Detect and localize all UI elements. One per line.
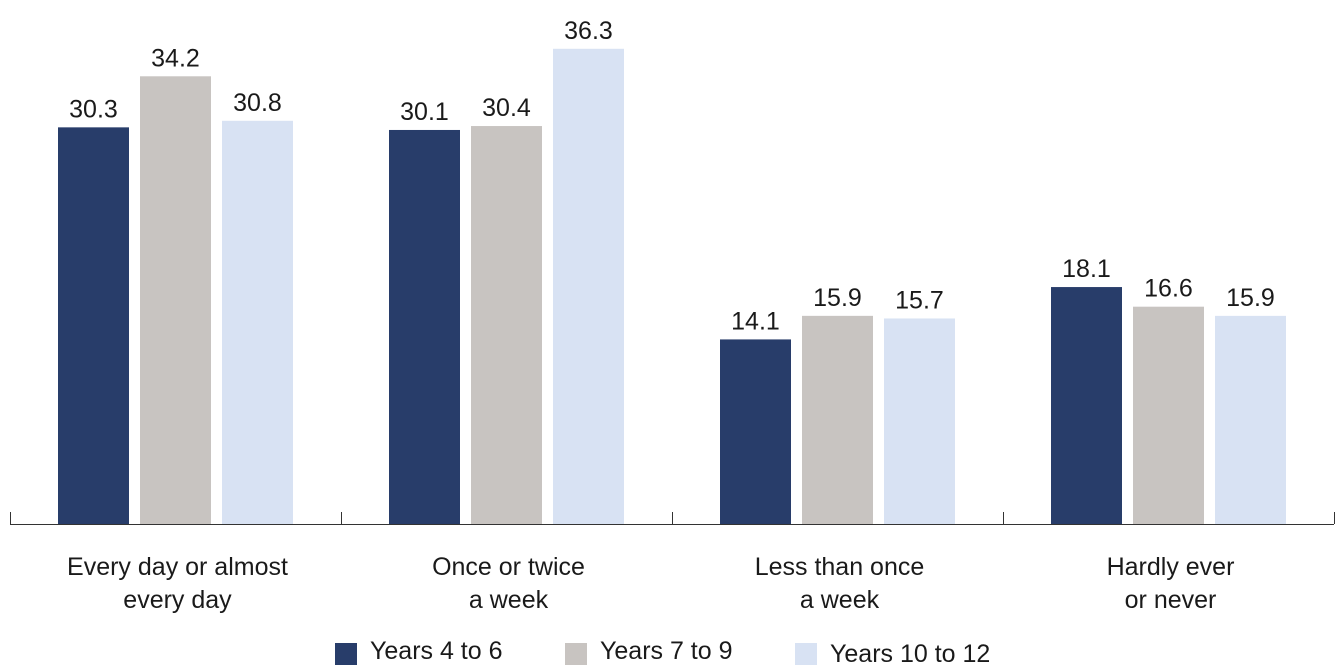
bar-2-0 (222, 120, 293, 525)
data-label-2-2: 15.7 (895, 286, 944, 314)
data-label-0-3: 18.1 (1062, 255, 1111, 283)
bar-1-0 (140, 76, 211, 525)
legend-label-0: Years 4 to 6 (370, 637, 503, 665)
legend-label-1: Years 7 to 9 (600, 637, 733, 665)
bar-0-0 (58, 127, 129, 524)
data-label-1-2: 15.9 (813, 284, 862, 312)
bar-1-1 (471, 126, 542, 524)
category-label-1-0: Once or twice (432, 553, 585, 581)
bar-2-2 (884, 318, 955, 524)
bar-0-2 (720, 339, 791, 524)
data-label-0-2: 14.1 (731, 307, 780, 335)
data-label-0-0: 30.3 (69, 95, 118, 123)
value-labels-group: 30.3 30.1 14.1 18.1 34.2 30.4 15.9 16.6 30.8 36.3… (69, 17, 1275, 336)
data-label-1-0: 34.2 (151, 44, 200, 72)
category-label-0-0: Every day or almost (67, 553, 288, 581)
legend: Years 4 to 6 Years 7 to 9 Years 10 to 12 (335, 637, 990, 668)
category-label-2-0: Less than once (755, 553, 925, 581)
data-label-1-1: 30.4 (482, 94, 531, 122)
category-label-0-1: every day (123, 586, 232, 614)
bar-0-1 (389, 129, 460, 525)
data-label-0-1: 30.1 (400, 98, 449, 126)
bar-1-2 (802, 315, 873, 524)
legend-swatch-0 (335, 643, 357, 665)
legend-swatch-2 (795, 643, 817, 665)
bar-2-3 (1215, 315, 1286, 524)
data-label-2-3: 15.9 (1226, 284, 1275, 312)
data-label-2-1: 36.3 (564, 17, 613, 45)
bar-0-3 (1051, 287, 1122, 524)
legend-label-2: Years 10 to 12 (830, 640, 990, 668)
bar-2-1 (553, 48, 624, 525)
legend-swatch-1 (565, 643, 587, 665)
category-label-3-0: Hardly ever (1107, 553, 1235, 581)
category-label-3-1: or never (1125, 586, 1217, 614)
x-axis (10, 512, 1335, 525)
category-label-2-1: a week (800, 586, 880, 614)
category-labels-group: Every day or almost every day Once or twic… (67, 553, 1234, 614)
category-label-1-1: a week (469, 586, 549, 614)
data-label-2-0: 30.8 (233, 89, 282, 117)
bars-group (58, 48, 1286, 525)
bar-1-3 (1133, 306, 1204, 524)
data-label-1-3: 16.6 (1144, 275, 1193, 303)
